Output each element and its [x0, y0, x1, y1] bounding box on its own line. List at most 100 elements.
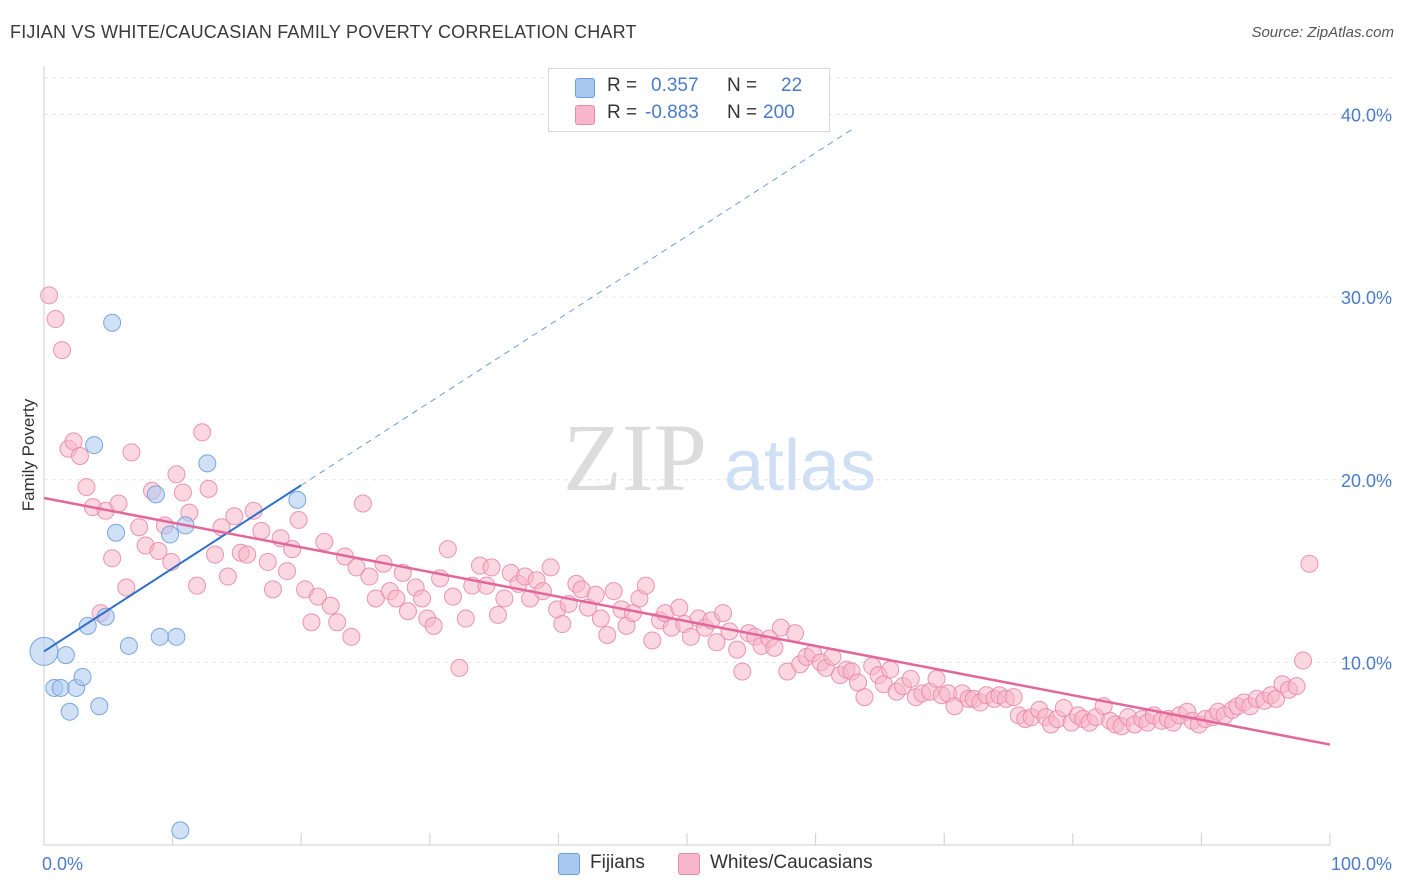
legend-n-value: 200: [763, 102, 795, 123]
white-point: [495, 589, 514, 608]
white-point: [328, 613, 347, 632]
axes: [43, 66, 1331, 846]
white-point: [733, 662, 752, 681]
fijian-point: [107, 523, 126, 542]
white-point: [149, 541, 168, 560]
bottom-legend-label: Fijians: [590, 852, 645, 873]
white-point: [122, 443, 141, 462]
white-point: [765, 638, 784, 657]
white-point: [238, 545, 257, 564]
white-point: [258, 552, 277, 571]
white-point: [1287, 677, 1306, 696]
white-point: [443, 587, 462, 606]
legend: R = 0.357 N = 22 R = -0.883 N = 200: [548, 68, 830, 132]
y-tick-label: 40.0%: [1341, 106, 1392, 126]
y-tick-label: 10.0%: [1341, 653, 1392, 673]
white-point: [681, 627, 700, 646]
white-point: [533, 582, 552, 601]
bottom-legend-swatch-whites: [678, 853, 700, 875]
white-point: [636, 576, 655, 595]
legend-n-label: N =: [727, 75, 758, 96]
grid-lines: [44, 77, 1392, 663]
white-point: [604, 582, 623, 601]
white-point: [71, 447, 90, 466]
fijian-point: [150, 627, 169, 646]
white-point: [40, 286, 59, 305]
legend-r-value: 0.357: [651, 75, 699, 96]
white-point: [366, 589, 385, 608]
white-point: [643, 631, 662, 650]
fijian-point: [167, 627, 186, 646]
white-point: [302, 613, 321, 632]
white-point: [482, 558, 501, 577]
white-point: [438, 540, 457, 559]
bottom-legend-swatch-fijians: [558, 853, 580, 875]
white-point: [353, 494, 372, 513]
y-tick-label: 20.0%: [1341, 471, 1392, 491]
white-point: [553, 615, 572, 634]
white-point: [881, 660, 900, 679]
trend-lines: [43, 127, 1331, 746]
white-point: [387, 589, 406, 608]
white-point: [167, 465, 186, 484]
white-point: [1004, 688, 1023, 707]
white-point: [424, 616, 443, 635]
fijian-point: [288, 490, 307, 509]
white-point: [162, 552, 181, 571]
white-point: [225, 507, 244, 526]
white-point: [173, 483, 192, 502]
white-point: [77, 478, 96, 497]
legend-r-value: -0.883: [645, 102, 699, 123]
fijian-trend-line: [43, 484, 302, 653]
white-point: [252, 521, 271, 540]
white-point: [855, 688, 874, 707]
watermark-atlas: atlas: [724, 426, 876, 506]
white-point: [541, 558, 560, 577]
white-point: [130, 518, 149, 537]
white-point: [53, 341, 72, 360]
white-point: [278, 562, 297, 581]
fijian-point: [171, 821, 190, 840]
white-point: [46, 310, 65, 329]
fijian-point: [103, 313, 122, 332]
fijian-point: [198, 454, 217, 473]
white-point: [188, 576, 207, 595]
fijian-point: [161, 525, 180, 544]
white-point: [728, 640, 747, 659]
white-point: [289, 510, 308, 529]
white-point: [206, 545, 225, 564]
white-point: [117, 578, 136, 597]
fijian-point: [146, 485, 165, 504]
legend-swatch-whites: [575, 105, 595, 125]
legend-r-label: R =: [607, 75, 638, 96]
fijian-point: [85, 436, 104, 455]
white-point: [413, 589, 432, 608]
white-point: [598, 625, 617, 644]
white-point: [901, 669, 920, 688]
white-point: [1293, 651, 1312, 670]
series-fijians-points: [29, 313, 307, 840]
white-point: [360, 567, 379, 586]
white-point: [342, 627, 361, 646]
white-point: [315, 532, 334, 551]
tick-labels: 10.0% 20.0% 30.0% 40.0% 0.0% 100.0%: [42, 106, 1392, 874]
white-point: [786, 624, 805, 643]
white-point: [927, 669, 946, 688]
legend-swatch-fijians: [575, 78, 595, 98]
y-tick-label: 30.0%: [1341, 288, 1392, 308]
white-point: [199, 479, 218, 498]
x-tick-label: 0.0%: [42, 854, 83, 874]
white-point: [456, 609, 475, 628]
white-point: [398, 602, 417, 621]
fijian-point: [56, 646, 75, 665]
fijian-point: [73, 667, 92, 686]
white-point: [477, 576, 496, 595]
watermark: ZIP atlas: [563, 404, 876, 511]
white-point: [321, 596, 340, 615]
white-point: [488, 605, 507, 624]
fijian-point: [90, 697, 109, 716]
source-label: Source: ZipAtlas.com: [1251, 24, 1394, 41]
white-point: [1300, 554, 1319, 573]
chart-title: FIJIAN VS WHITE/CAUCASIAN FAMILY POVERTY…: [10, 22, 637, 42]
